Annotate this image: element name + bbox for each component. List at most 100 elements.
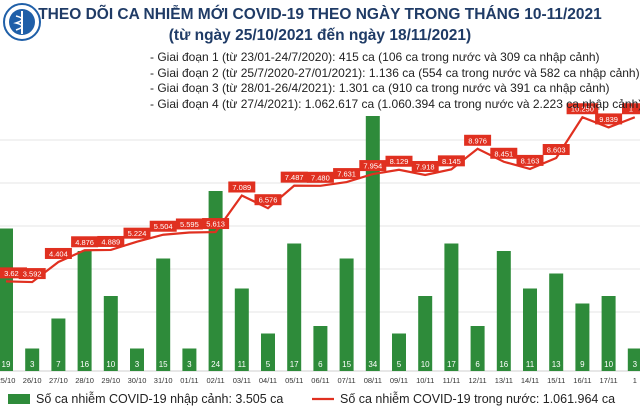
bar-value-label: 17: [290, 360, 299, 369]
bar-31/10: [156, 258, 171, 371]
bar-value-label: 13: [552, 360, 561, 369]
line-value-tag: [464, 134, 492, 146]
bar-11/11: [444, 243, 459, 371]
line-value-label: 3.620: [4, 269, 23, 278]
legend: Số ca nhiễm COVID-19 nhập cảnh: 3.505 ca…: [8, 391, 615, 406]
bar-26/10: [25, 348, 40, 371]
bar-value-label: 16: [80, 360, 89, 369]
bar-value-label: 11: [238, 360, 247, 369]
line-value-label: 1: [629, 105, 633, 114]
bar-04/11: [261, 333, 275, 371]
line-value-label: 5.504: [154, 222, 173, 231]
legend-bar-swatch: [8, 394, 30, 404]
x-tick-label: 17/11: [599, 376, 617, 385]
line-value-label: 8.451: [494, 149, 513, 158]
x-tick-label: 26/10: [23, 376, 42, 385]
line-value-tag: [437, 155, 465, 167]
line-value-tag: [516, 154, 544, 166]
line-series: 3.620 3.592 4.404 4.876 4.889 5.224 5.504 5.595…: [0, 103, 640, 284]
bar-value-label: 17: [447, 360, 456, 369]
bar-15/11: [549, 273, 564, 371]
bar-value-label: 16: [499, 360, 508, 369]
bar-value-label: 15: [342, 360, 351, 369]
line-value-tag: [202, 218, 230, 230]
x-tick-label: 06/11: [311, 376, 329, 385]
line-value-tag: [0, 267, 27, 279]
bar-09/11: [392, 333, 406, 371]
bar-02/11: [208, 191, 223, 371]
x-tick-label: 09/11: [390, 376, 408, 385]
chart-title: THEO DÕI CA NHIỄM MỚI COVID-19 THEO NGÀY…: [38, 6, 602, 23]
line-value-label: 7.487: [285, 173, 304, 182]
line-value-tag: [149, 220, 177, 232]
bar-14/11: [523, 288, 537, 371]
x-tick-label: 27/10: [49, 376, 68, 385]
x-tick-label: 11/11: [443, 376, 461, 385]
line-value-tag: [490, 147, 518, 159]
x-tick-label: 13/11: [495, 376, 513, 385]
bar-value-label: 6: [475, 360, 480, 369]
bar-value-label: 3: [187, 360, 192, 369]
line-value-tag: [44, 247, 72, 259]
line-value-label: 5.613: [206, 220, 225, 229]
x-tick-label: 07/11: [337, 376, 355, 385]
bar-value-label: 6: [318, 360, 323, 369]
line-value-label: 8.145: [442, 157, 461, 166]
bar-13/11: [496, 251, 511, 371]
x-tick-label: 29/10: [101, 376, 120, 385]
bar-06/11: [313, 326, 328, 371]
line-value-tag: [359, 160, 387, 172]
bar-value-label: 10: [421, 360, 430, 369]
legend-bar-label: Số ca nhiễm COVID-19 nhập cảnh: 3.505 ca: [36, 391, 283, 406]
line-value-label: 4.889: [101, 237, 120, 246]
bar-value-label: 11: [526, 360, 535, 369]
line-value-tag: [542, 144, 570, 156]
line-value-tag: [228, 181, 256, 193]
line-value-label: 10.250: [571, 105, 594, 114]
line-value-label: 7.480: [311, 173, 330, 182]
line-value-tag: [18, 268, 46, 280]
x-tick-label: 05/11: [285, 376, 303, 385]
bar-03/11: [234, 288, 249, 371]
line-value-tag: [622, 103, 640, 115]
line-value-tag: [280, 171, 308, 183]
line-value-tag: [123, 227, 151, 239]
x-tick-label: 31/10: [154, 376, 173, 385]
bar-value-label: 24: [211, 360, 220, 369]
bar-value-label: 5: [397, 360, 402, 369]
chart-subtitle: (từ ngày 25/10/2021 đến ngày 18/11/2021): [168, 27, 472, 44]
x-tick-label: 28/10: [75, 376, 94, 385]
bar-value-label: 3: [30, 360, 35, 369]
phase-2-text: - Giai đoạn 2 (từ 25/7/2020-27/01/2021):…: [150, 65, 640, 80]
bar-value-label: 10: [604, 360, 613, 369]
bar-27/10: [51, 318, 66, 371]
bar-value-label: 3: [633, 360, 638, 369]
x-tick-label: 15/11: [547, 376, 565, 385]
line-value-tag: [306, 171, 334, 183]
bar-series: [0, 116, 640, 371]
x-tick-label: 25/10: [0, 376, 15, 385]
line-value-tag: [97, 235, 125, 247]
x-tick-label: 12/11: [468, 376, 486, 385]
bar-29/10: [103, 296, 118, 371]
x-tick-label: 08/11: [364, 376, 382, 385]
line-value-label: 4.404: [49, 249, 68, 258]
line-value-label: 5.224: [128, 229, 147, 238]
line-value-tag: [254, 194, 282, 206]
bar-25/10: [0, 228, 13, 371]
x-tick-label: 14/11: [521, 376, 539, 385]
x-tick-label: 04/11: [259, 376, 277, 385]
line-value-tag: [333, 168, 361, 180]
line-value-label: 8.129: [390, 157, 409, 166]
phase-4-text: - Giai đoạn 4 (từ 27/4/2021): 1.062.617 …: [150, 96, 640, 111]
line-value-label: 6.576: [259, 196, 278, 205]
bar-value-label: 7: [56, 360, 61, 369]
line-path: [5, 115, 636, 284]
bar-12/11: [470, 326, 485, 371]
bar-08/11: [365, 116, 380, 371]
bar-07/11: [339, 258, 354, 371]
bar-value-label: 9: [580, 360, 585, 369]
line-value-label: 4.876: [75, 238, 94, 247]
line-value-label: 8.976: [468, 136, 487, 145]
